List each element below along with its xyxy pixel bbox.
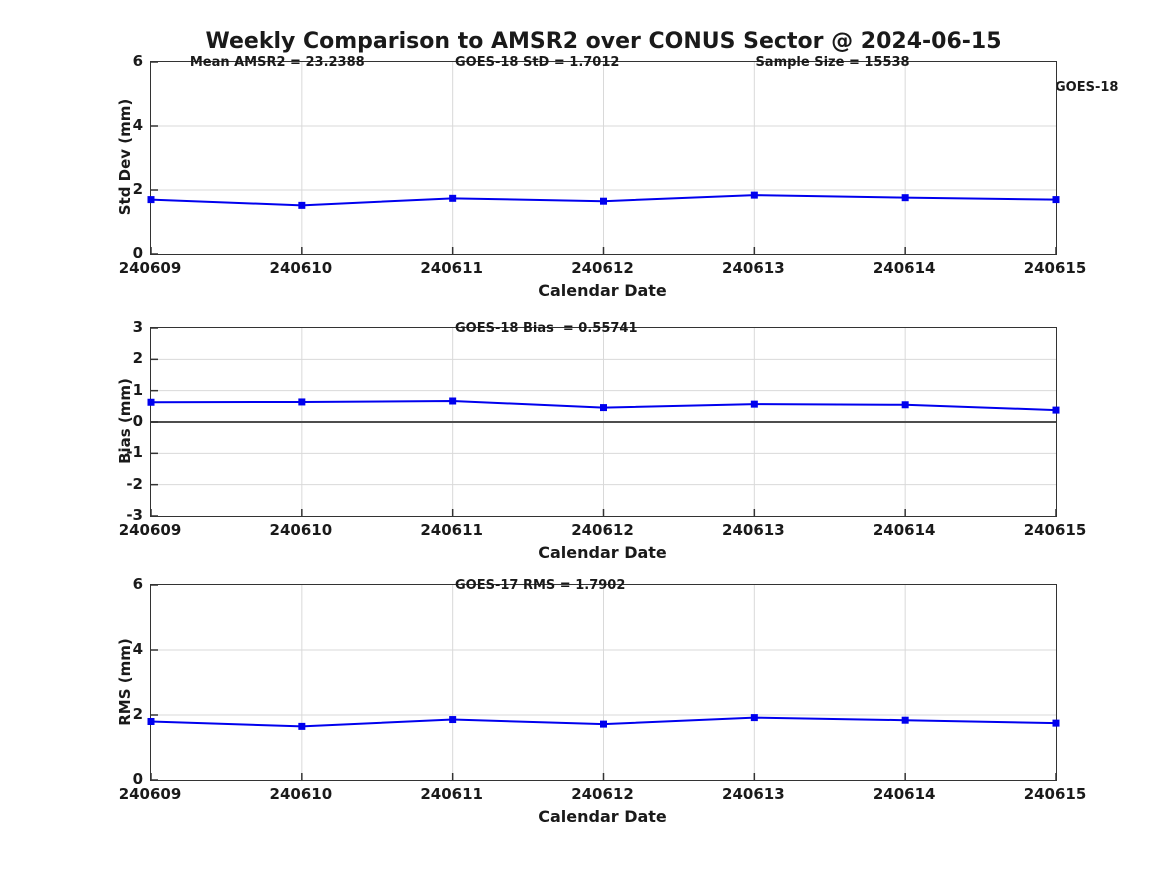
y-tick-label: 2: [132, 180, 143, 198]
grid-layer: [151, 585, 1056, 780]
x-tick-label: 240609: [118, 521, 182, 539]
plot-area: [147, 584, 1060, 781]
data-point-marker: [750, 191, 758, 199]
x-axis-label: Calendar Date: [538, 281, 667, 300]
data-point-marker: [750, 714, 758, 722]
rms-subplot: RMS (mm) Calendar Date 240609 240610 24061…: [0, 575, 1167, 839]
bias-plot-svg: [147, 327, 1060, 517]
data-point-marker: [147, 398, 155, 406]
y-tick-label: 0: [132, 770, 143, 788]
x-tick-label: 240613: [722, 259, 785, 277]
x-tick-label: 240614: [872, 259, 936, 277]
x-tick-label: 240611: [420, 521, 483, 539]
data-point-marker: [298, 722, 306, 730]
x-tick-label: 240615: [1023, 785, 1087, 803]
data-point-marker: [147, 718, 155, 725]
std-dev-subplot: Std Dev (mm) Calendar Date 240609 240610 2…: [0, 52, 1167, 313]
x-tick-label: 240612: [571, 521, 634, 539]
x-axis-label: Calendar Date: [538, 807, 667, 826]
std-dev-plot-svg: [147, 61, 1060, 255]
data-point-marker: [449, 397, 457, 405]
y-tick-label: 3: [132, 318, 143, 336]
annotation: GOES-18 StD = 1.7012: [454, 55, 620, 70]
plot-area: [147, 327, 1060, 517]
x-tick-label: 240609: [118, 785, 182, 803]
data-point-marker: [600, 720, 607, 728]
data-point-marker: [901, 194, 909, 202]
data-point-marker: [901, 716, 909, 724]
x-tick-label: 240612: [571, 259, 634, 277]
y-tick-label: 1: [132, 380, 143, 399]
data-point-marker: [1052, 406, 1060, 414]
x-tick-label: 240614: [872, 785, 936, 803]
data-point-marker: [600, 404, 607, 412]
x-tick-label: 240612: [571, 785, 634, 803]
data-point-marker: [600, 197, 607, 205]
data-point-marker: [750, 400, 758, 408]
x-tick-label: 240614: [872, 521, 936, 539]
bias-subplot: Bias (mm) Calendar Date 240609 240610 2406…: [0, 318, 1167, 575]
tick-marks: [150, 327, 1057, 517]
data-point-marker: [449, 194, 457, 202]
data-point-marker: [901, 401, 909, 409]
x-tick-label: 240615: [1023, 259, 1087, 277]
y-tick-label: -2: [126, 474, 143, 493]
legend-label: GOES-18: [1055, 79, 1119, 95]
x-tick-label: 240609: [118, 259, 182, 277]
data-point-marker: [449, 716, 457, 724]
x-tick-label: 240610: [269, 259, 333, 277]
x-tick-label: 240610: [269, 785, 333, 803]
annotation: Mean AMSR2 = 23.2388: [189, 55, 365, 70]
plot-area: [147, 61, 1060, 255]
x-tick-label: 240613: [722, 785, 785, 803]
x-tick-label: 240611: [420, 785, 483, 803]
x-tick-label: 240615: [1023, 521, 1087, 539]
data-point-marker: [298, 398, 306, 406]
grid-layer: [151, 62, 1056, 254]
y-tick-label: 2: [132, 705, 143, 723]
y-tick-label: 2: [132, 349, 143, 368]
annotation: GOES-17 RMS = 1.7902: [454, 578, 626, 593]
y-tick-label: 4: [132, 640, 143, 658]
y-tick-label: -3: [126, 506, 143, 524]
x-axis-label: Calendar Date: [538, 543, 667, 562]
y-tick-label: 0: [132, 412, 143, 430]
x-tick-label: 240611: [420, 259, 483, 277]
data-point-marker: [1052, 719, 1060, 727]
x-tick-label: 240613: [722, 521, 785, 539]
chart-title: Weekly Comparison to AMSR2 over CONUS Se…: [205, 29, 1002, 54]
data-point-marker: [1052, 196, 1060, 204]
y-tick-label: 6: [132, 575, 143, 593]
x-tick-label: 240610: [269, 521, 333, 539]
y-tick-label: 4: [132, 116, 143, 134]
annotation: Sample Size = 15538: [755, 55, 910, 70]
data-point-marker: [147, 196, 155, 204]
data-point-marker: [298, 201, 306, 209]
y-tick-label: 0: [132, 244, 143, 262]
tick-marks: [150, 584, 1057, 781]
tick-marks: [150, 61, 1057, 255]
y-tick-label: -1: [126, 443, 143, 462]
rms-plot-svg: [147, 584, 1060, 781]
annotation: GOES-18 Bias = 0.55741: [454, 321, 638, 336]
y-tick-label: 6: [132, 52, 143, 70]
